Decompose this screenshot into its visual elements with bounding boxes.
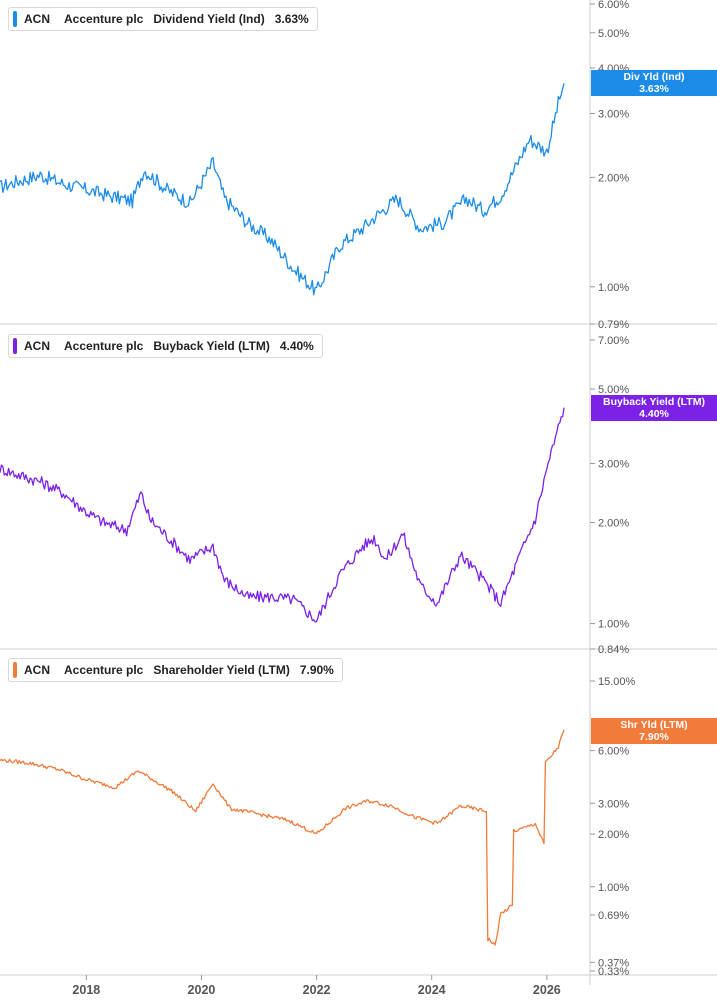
badge-value: 3.63% bbox=[639, 83, 669, 95]
legend-company: Accenture plc bbox=[64, 12, 144, 26]
y-tick-label: 2.00% bbox=[598, 829, 629, 841]
legend-box: ACN Accenture plc Buyback Yield (LTM) 4.40% bbox=[8, 334, 323, 358]
badge-label: Div Yld (Ind) bbox=[623, 71, 685, 83]
y-tick-label: 6.00% bbox=[598, 0, 629, 11]
legend-ticker: ACN bbox=[24, 663, 50, 677]
legend-swatch bbox=[13, 11, 17, 27]
series-line bbox=[0, 407, 565, 623]
y-tick-label: 3.00% bbox=[598, 798, 629, 810]
badge-value: 4.40% bbox=[639, 408, 669, 420]
legend-ticker: ACN bbox=[24, 339, 50, 353]
badge-value: 7.90% bbox=[639, 731, 669, 743]
badge-label: Buyback Yield (LTM) bbox=[603, 396, 705, 408]
current-value-badge: Div Yld (Ind) 3.63% bbox=[591, 70, 717, 96]
legend-ticker: ACN bbox=[24, 12, 50, 26]
x-tick-label: 2026 bbox=[533, 983, 561, 997]
y-tick-label: 2.00% bbox=[598, 518, 629, 530]
y-tick-label: 5.00% bbox=[598, 28, 629, 40]
series-line bbox=[0, 83, 565, 296]
legend-box: ACN Accenture plc Dividend Yield (Ind) 3.63… bbox=[8, 7, 318, 31]
y-tick-label: 0.69% bbox=[598, 910, 629, 922]
badge-label: Shr Yld (LTM) bbox=[620, 719, 688, 731]
series-line bbox=[0, 729, 565, 946]
y-tick-label: 0.33% bbox=[598, 966, 629, 978]
x-tick-label: 2022 bbox=[303, 983, 331, 997]
legend-box: ACN Accenture plc Shareholder Yield (LTM) 7… bbox=[8, 658, 343, 682]
legend-value: 3.63% bbox=[274, 12, 309, 26]
current-value-badge: Buyback Yield (LTM) 4.40% bbox=[591, 395, 717, 421]
y-tick-label: 1.00% bbox=[598, 282, 629, 294]
current-value-badge: Shr Yld (LTM) 7.90% bbox=[591, 718, 717, 744]
legend-company: Accenture plc bbox=[64, 663, 144, 677]
y-tick-label: 0.37% bbox=[598, 957, 629, 969]
y-tick-label: 6.00% bbox=[598, 746, 629, 758]
x-tick-label: 2018 bbox=[72, 983, 100, 997]
legend-value: 4.40% bbox=[279, 339, 314, 353]
y-tick-label: 1.00% bbox=[598, 882, 629, 894]
legend-swatch bbox=[13, 662, 17, 678]
legend-value: 7.90% bbox=[299, 663, 334, 677]
y-tick-label: 15.00% bbox=[598, 676, 636, 688]
legend-company: Accenture plc bbox=[64, 339, 144, 353]
y-tick-label: 7.00% bbox=[598, 335, 629, 347]
legend-metric: Buyback Yield (LTM) bbox=[153, 339, 270, 353]
y-tick-label: 1.00% bbox=[598, 619, 629, 631]
legend-swatch bbox=[13, 338, 17, 354]
y-tick-label: 3.00% bbox=[598, 108, 629, 120]
y-tick-label: 0.84% bbox=[598, 644, 629, 656]
y-tick-label: 5.00% bbox=[598, 384, 629, 396]
x-tick-label: 2024 bbox=[418, 983, 446, 997]
y-tick-label: 3.00% bbox=[598, 458, 629, 470]
x-tick-label: 2020 bbox=[188, 983, 216, 997]
legend-metric: Shareholder Yield (LTM) bbox=[153, 663, 290, 677]
legend-metric: Dividend Yield (Ind) bbox=[153, 12, 265, 26]
y-tick-label: 0.79% bbox=[598, 319, 629, 331]
y-tick-label: 2.00% bbox=[598, 172, 629, 184]
